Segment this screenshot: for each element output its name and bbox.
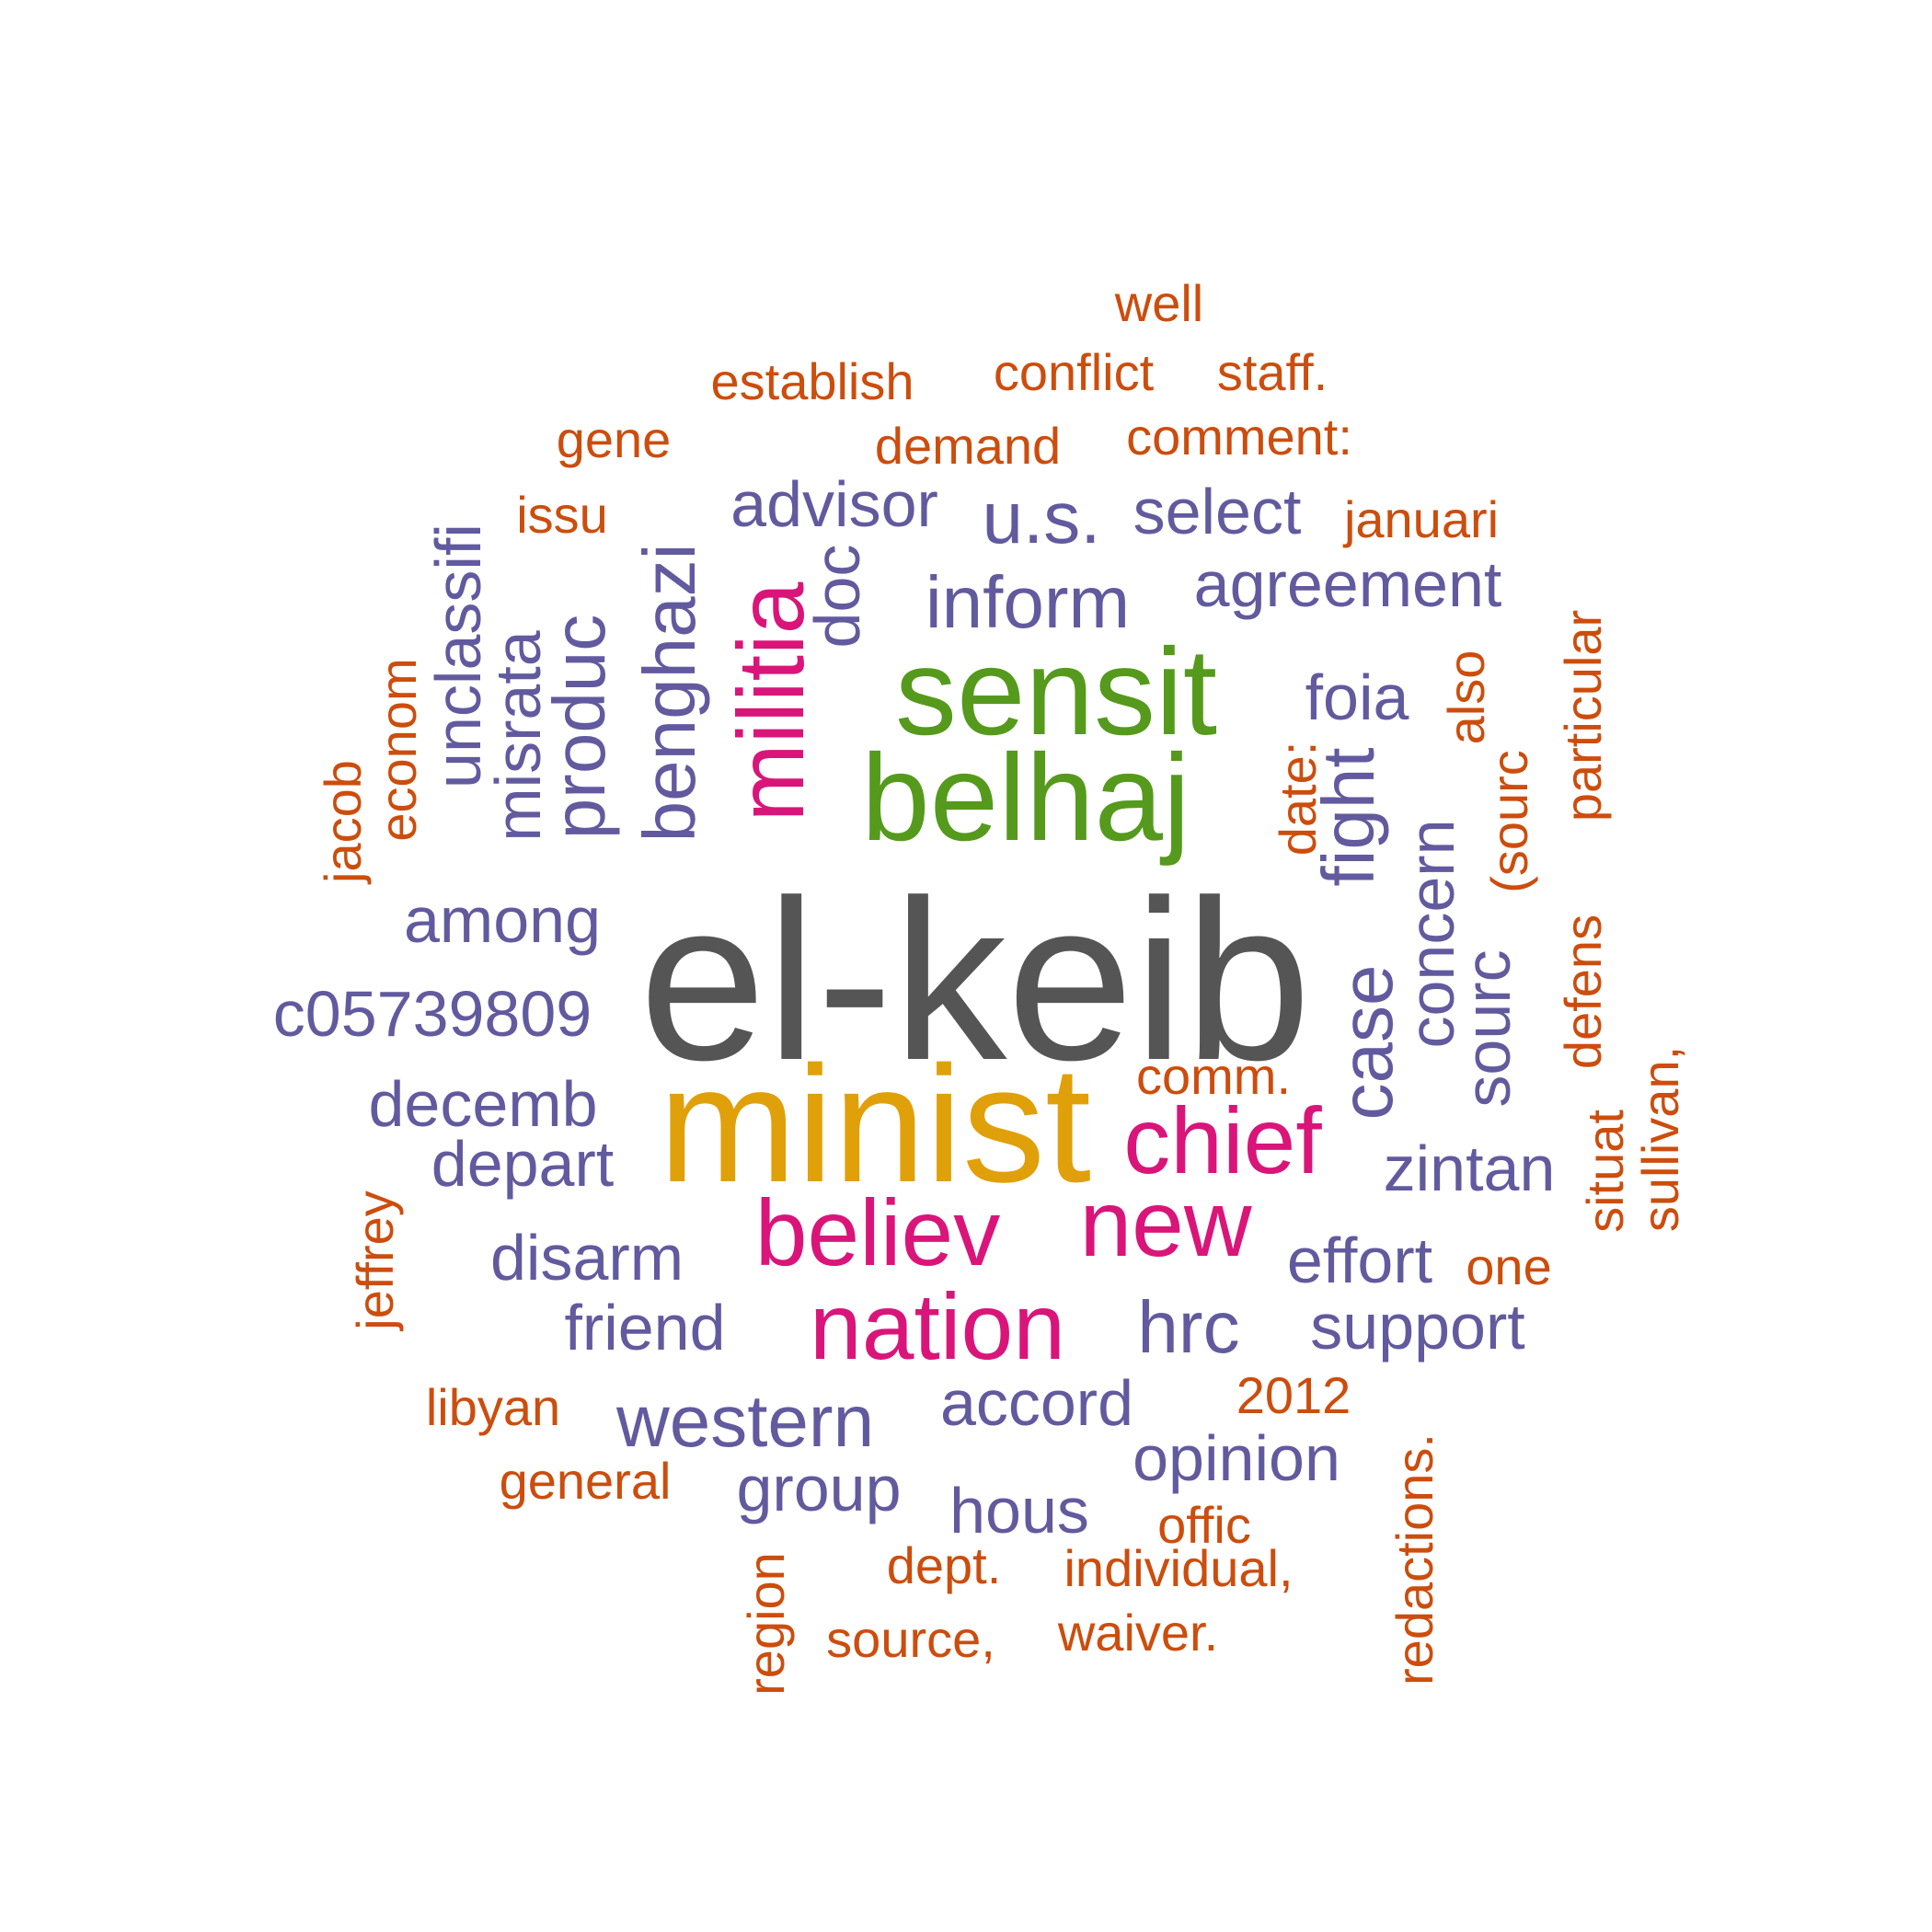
word-minist: minist bbox=[658, 1032, 1092, 1217]
word-belhaj: belhaj bbox=[861, 730, 1190, 867]
word-gene: gene bbox=[556, 410, 672, 468]
word-libyan: libyan bbox=[425, 1378, 561, 1436]
word-support: support bbox=[1310, 1291, 1525, 1363]
word-2012: 2012 bbox=[1236, 1366, 1351, 1424]
word-unclassifi: unclassifi bbox=[422, 523, 494, 788]
word-produc: produc bbox=[538, 614, 620, 840]
word-nation: nation bbox=[810, 1274, 1065, 1379]
word-advisor: advisor bbox=[730, 468, 938, 540]
word-particular: particular bbox=[1554, 609, 1612, 822]
word-foia: foia bbox=[1305, 661, 1409, 733]
word-friend: friend bbox=[564, 1292, 726, 1363]
word-c05739809: c05739809 bbox=[272, 978, 592, 1050]
word-new: new bbox=[1079, 1171, 1252, 1276]
word-one: one bbox=[1466, 1237, 1552, 1295]
word-inform: inform bbox=[925, 561, 1131, 643]
word-sourc: sourc bbox=[1452, 949, 1524, 1108]
word-dept: dept. bbox=[886, 1536, 1002, 1594]
word-januari: januari bbox=[1343, 490, 1500, 548]
word-sullivan: sullivan, bbox=[1631, 1045, 1689, 1233]
word-western: western bbox=[615, 1380, 875, 1462]
word-comment: comment: bbox=[1126, 408, 1352, 466]
word-hous: hous bbox=[949, 1475, 1089, 1547]
word-sourc-paren: (sourc bbox=[1480, 750, 1538, 893]
word-comm: comm. bbox=[1136, 1047, 1291, 1105]
word-individual: individual, bbox=[1064, 1539, 1294, 1597]
word-benghazi: benghazi bbox=[628, 543, 710, 843]
word-waiver: waiver. bbox=[1057, 1604, 1219, 1662]
word-sensit: sensit bbox=[894, 624, 1218, 761]
word-hrc: hrc bbox=[1137, 1286, 1240, 1368]
word-well: well bbox=[1114, 274, 1204, 332]
word-region: region bbox=[737, 1552, 795, 1696]
word-believ: believ bbox=[754, 1180, 1001, 1285]
word-source: source, bbox=[826, 1610, 995, 1668]
word-conflict: conflict bbox=[993, 343, 1155, 401]
word-issu: issu bbox=[516, 486, 608, 544]
word-u-s: u.s. bbox=[982, 477, 1101, 558]
word-jacob: jacob bbox=[314, 760, 372, 883]
word-jeffrey: jeffrey bbox=[346, 1190, 404, 1330]
word-opinion: opinion bbox=[1133, 1422, 1340, 1494]
word-also: also bbox=[1437, 650, 1495, 745]
word-among: among bbox=[403, 884, 602, 956]
word-disarm: disarm bbox=[489, 1222, 684, 1294]
word-zintan: zintan bbox=[1383, 1133, 1556, 1204]
word-select: select bbox=[1133, 476, 1302, 547]
word-establish: establish bbox=[710, 352, 914, 410]
word-effort: effort bbox=[1286, 1225, 1433, 1296]
word-offic: offic bbox=[1157, 1496, 1251, 1554]
word-decemb: decemb bbox=[368, 1068, 598, 1140]
word-situat: situat bbox=[1576, 1110, 1634, 1233]
word-demand: demand bbox=[874, 417, 1062, 475]
word-redactions: redactions. bbox=[1386, 1433, 1443, 1685]
word-agreement: agreement bbox=[1193, 548, 1502, 620]
word-defens: defens bbox=[1554, 914, 1612, 1070]
word-chief: chief bbox=[1123, 1088, 1322, 1193]
word-case: case bbox=[1326, 964, 1408, 1121]
word-el-keib: el-keib bbox=[638, 852, 1312, 1108]
word-econom: econom bbox=[369, 658, 427, 842]
word-accord: accord bbox=[939, 1367, 1134, 1439]
word-staff: staff. bbox=[1216, 343, 1328, 401]
word-doc: doc bbox=[801, 544, 873, 649]
word-general: general bbox=[499, 1452, 672, 1510]
word-depart: depart bbox=[431, 1128, 615, 1200]
word-fight: fight bbox=[1307, 747, 1389, 887]
word-group: group bbox=[736, 1453, 902, 1524]
